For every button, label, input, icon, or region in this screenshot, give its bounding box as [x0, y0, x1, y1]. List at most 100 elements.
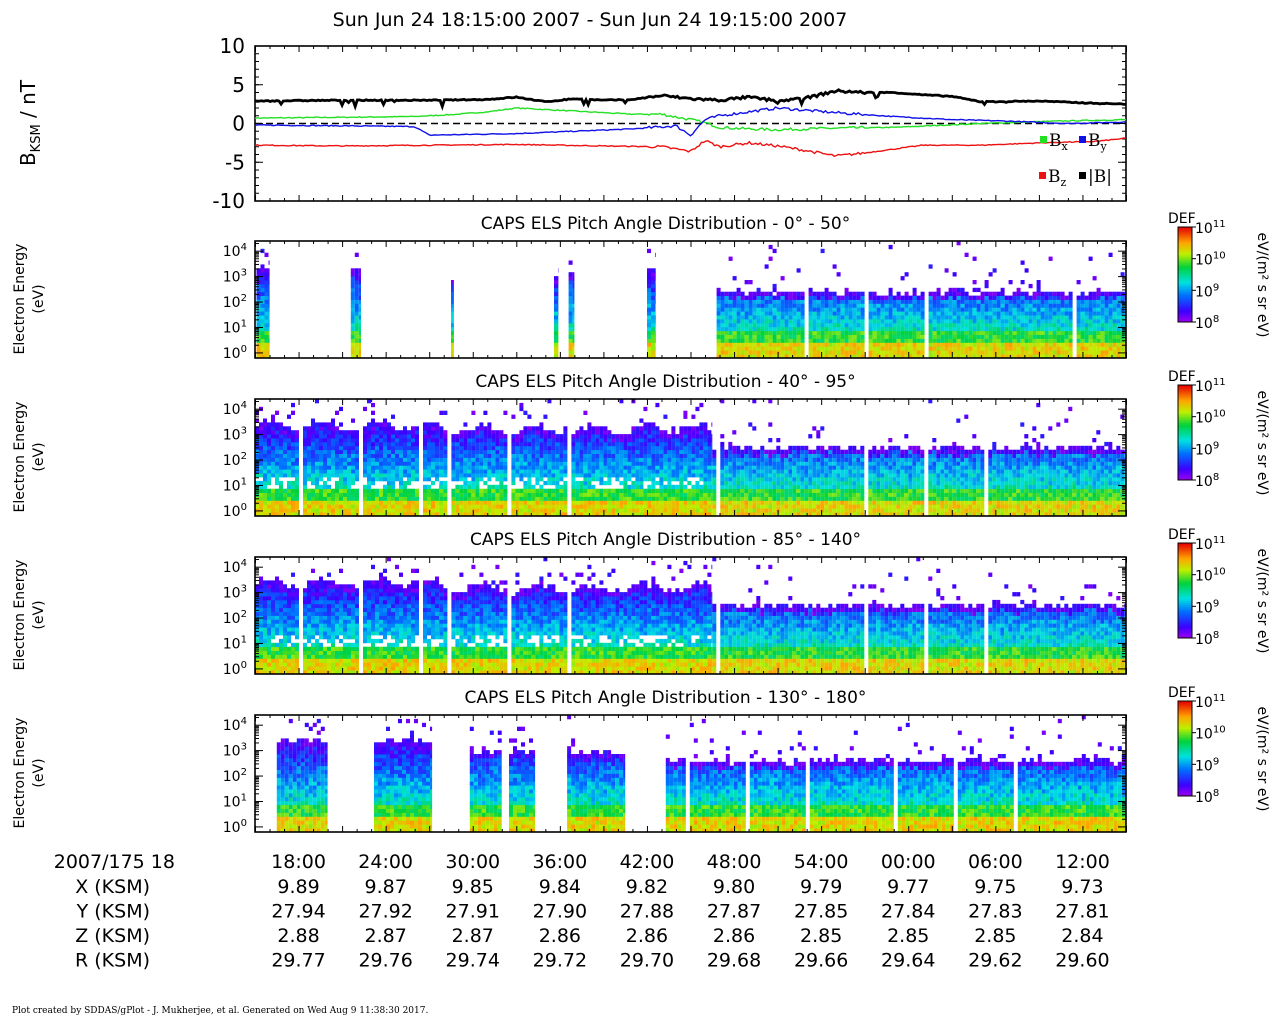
heatmap-cell	[816, 307, 821, 312]
heatmap-cell	[343, 469, 347, 474]
heatmap-cell	[812, 346, 817, 351]
heatmap-cell	[563, 488, 568, 493]
heatmap-cell	[283, 430, 287, 435]
heatmap-cell	[736, 307, 741, 312]
heatmap-cell	[655, 287, 656, 293]
heatmap-cell	[375, 496, 379, 501]
heatmap-cell	[407, 477, 411, 482]
heatmap-cell	[395, 488, 399, 493]
heatmap-cell	[599, 465, 604, 470]
heatmap-cell	[792, 295, 797, 300]
heatmap-cell	[764, 350, 769, 355]
heatmap-cell	[699, 504, 704, 509]
heatmap-cell	[667, 508, 672, 513]
heatmap-cell	[651, 473, 656, 478]
heatmap-cell	[647, 445, 652, 451]
heatmap-cell	[483, 434, 488, 439]
heatmap-cell	[736, 342, 741, 347]
heatmap-cell	[724, 326, 729, 332]
heatmap-cell	[323, 422, 327, 427]
heatmap-cell	[984, 299, 989, 304]
heatmap-cell	[1108, 299, 1113, 304]
heatmap-cell	[752, 326, 757, 332]
heatmap-cell	[263, 418, 267, 423]
heatmap-cell	[423, 430, 427, 435]
heatmap-cell	[403, 441, 407, 447]
heatmap-cell	[259, 465, 263, 470]
heatmap-cell	[471, 434, 476, 439]
heatmap-cell	[335, 441, 339, 447]
heatmap-cell	[319, 434, 323, 439]
heatmap-cell	[920, 342, 925, 347]
heatmap-cell	[1052, 315, 1057, 320]
heatmap-cell	[856, 311, 861, 316]
heatmap-cell	[275, 422, 279, 427]
heatmap-cell	[687, 473, 692, 478]
heatmap-cell	[275, 496, 279, 501]
heatmap-cell	[459, 430, 464, 435]
heatmap-cell	[511, 480, 516, 486]
heatmap-cell	[1008, 299, 1013, 304]
heatmap-cell	[499, 477, 504, 482]
heatmap-cell	[268, 303, 270, 308]
heatmap-cell	[283, 449, 287, 454]
heatmap-cell	[350, 326, 355, 332]
heatmap-cell	[691, 512, 696, 517]
heatmap-cell	[431, 445, 435, 451]
heatmap-cell	[744, 311, 749, 316]
heatmap-cell	[611, 441, 616, 447]
heatmap-cell	[583, 512, 588, 517]
heatmap-cell	[724, 338, 729, 343]
heatmap-cell	[568, 260, 573, 265]
heatmap-cell	[1024, 291, 1029, 296]
heatmap-cell	[256, 350, 261, 355]
heatmap-cell	[976, 299, 981, 304]
heatmap-cell	[535, 492, 540, 497]
heatmap-cell	[948, 315, 953, 320]
heatmap-cell	[283, 492, 287, 497]
heatmap-cell	[956, 319, 961, 324]
heatmap-cell	[623, 445, 628, 451]
heatmap-cell	[643, 406, 648, 412]
heatmap-cell	[591, 508, 596, 513]
heatmap-cell	[968, 326, 973, 332]
heatmap-cell	[627, 500, 632, 505]
heatmap-cell	[295, 461, 299, 466]
heatmap-cell	[1044, 322, 1049, 328]
colorbar-tick-label: 109	[1195, 282, 1219, 300]
heatmap-cell	[639, 469, 644, 474]
heatmap-cell	[379, 477, 383, 482]
heatmap-cell	[267, 500, 271, 505]
heatmap-cell	[579, 438, 584, 443]
heatmap-cell	[1096, 326, 1101, 332]
heatmap-cell	[736, 295, 741, 300]
heatmap-cell	[651, 449, 656, 454]
heatmap-cell	[439, 410, 444, 415]
heatmap-cell	[323, 488, 327, 493]
heatmap-cell	[1080, 303, 1085, 308]
heatmap-cell	[984, 295, 989, 300]
heatmap-cell	[555, 504, 560, 509]
heatmap-cell	[832, 334, 837, 339]
heatmap-cell	[896, 319, 901, 324]
heatmap-cell	[1080, 295, 1085, 300]
heatmap-cell	[583, 500, 588, 505]
heatmap-cell	[852, 322, 857, 328]
heatmap-cell	[275, 465, 279, 470]
heatmap-cell	[615, 496, 620, 501]
heatmap-cell	[655, 303, 656, 308]
heatmap-cell	[1020, 291, 1025, 296]
heatmap-cell	[976, 326, 981, 332]
heatmap-cell	[940, 326, 945, 332]
heatmap-cell	[339, 441, 343, 447]
heatmap-cell	[271, 414, 275, 419]
heatmap-cell	[379, 508, 383, 513]
heatmap-cell	[1092, 295, 1097, 300]
heatmap-cell	[980, 326, 985, 332]
heatmap-cell	[591, 477, 596, 482]
heatmap-cell	[603, 492, 608, 497]
heatmap-cell	[695, 438, 700, 443]
heatmap-cell	[840, 303, 845, 308]
heatmap-cell	[475, 477, 480, 482]
heatmap-cell	[984, 315, 989, 320]
